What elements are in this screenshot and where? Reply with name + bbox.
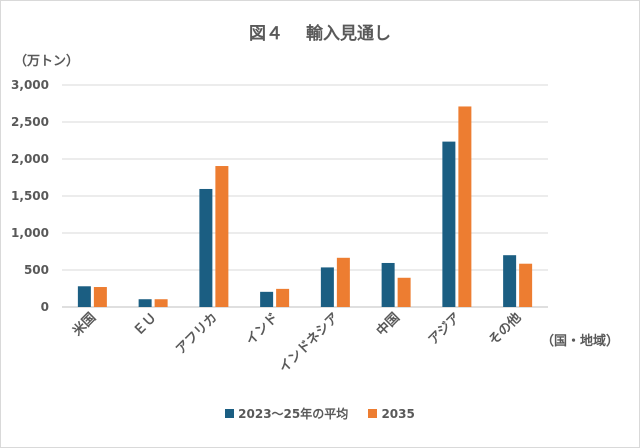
y-tick-label: 2,500	[11, 115, 49, 129]
bar-series-1-2	[138, 299, 152, 307]
legend-swatch-series-1	[225, 409, 235, 418]
legend-item-series-1: 2023～25年の平均	[225, 405, 348, 422]
x-tick-label: アジア	[426, 310, 464, 348]
y-tick-label: 500	[24, 263, 49, 277]
bar-series-2-1	[93, 287, 107, 307]
bar-series-1-8	[503, 255, 517, 307]
bar-series-2-6	[397, 277, 411, 307]
legend-label-series-2: 2035	[381, 406, 415, 421]
bar-series-2-4	[276, 288, 290, 307]
y-tick-label: 1,500	[11, 189, 49, 203]
bar-series-2-3	[215, 166, 229, 307]
x-axis-unit-label: （国・地域）	[541, 334, 620, 349]
x-tick-label: 米国	[69, 310, 99, 340]
bar-series-1-5	[320, 267, 334, 307]
x-tick-label: インドネシア	[276, 310, 342, 376]
y-axis-unit-label: （万トン）	[14, 54, 80, 69]
bar-series-2-5	[336, 257, 350, 307]
bar-series-1-6	[381, 262, 395, 307]
legend-swatch-series-2	[368, 409, 378, 418]
x-tick-label: アフリカ	[173, 310, 220, 357]
y-tick-label: 1,000	[11, 226, 49, 240]
y-tick-label: 3,000	[11, 78, 49, 92]
bar-series-2-8	[519, 263, 533, 307]
x-tick-label: 中国	[373, 310, 403, 340]
y-axis-tick-labels: 0 500 1,000 1,500 2,000 2,500 3,000	[11, 78, 49, 314]
bars	[77, 106, 533, 308]
bar-series-1-3	[199, 188, 213, 307]
gridlines	[62, 84, 548, 308]
x-tick-label: その他	[486, 310, 525, 349]
bar-series-2-2	[154, 299, 168, 307]
bar-series-1-4	[260, 291, 274, 307]
y-tick-label: 2,000	[11, 152, 49, 166]
bar-series-1-1	[77, 286, 91, 307]
chart-title: 図４ 輸入見通し	[249, 24, 391, 44]
bar-series-2-7	[458, 106, 472, 308]
x-tick-label: ＥＵ	[131, 310, 160, 339]
x-tick-label: インド	[243, 310, 281, 348]
bar-series-1-7	[442, 141, 456, 307]
legend-item-series-2: 2035	[368, 406, 415, 421]
legend: 2023～25年の平均 2035	[0, 405, 640, 422]
y-tick-label: 0	[41, 300, 49, 314]
legend-label-series-1: 2023～25年の平均	[238, 407, 349, 421]
